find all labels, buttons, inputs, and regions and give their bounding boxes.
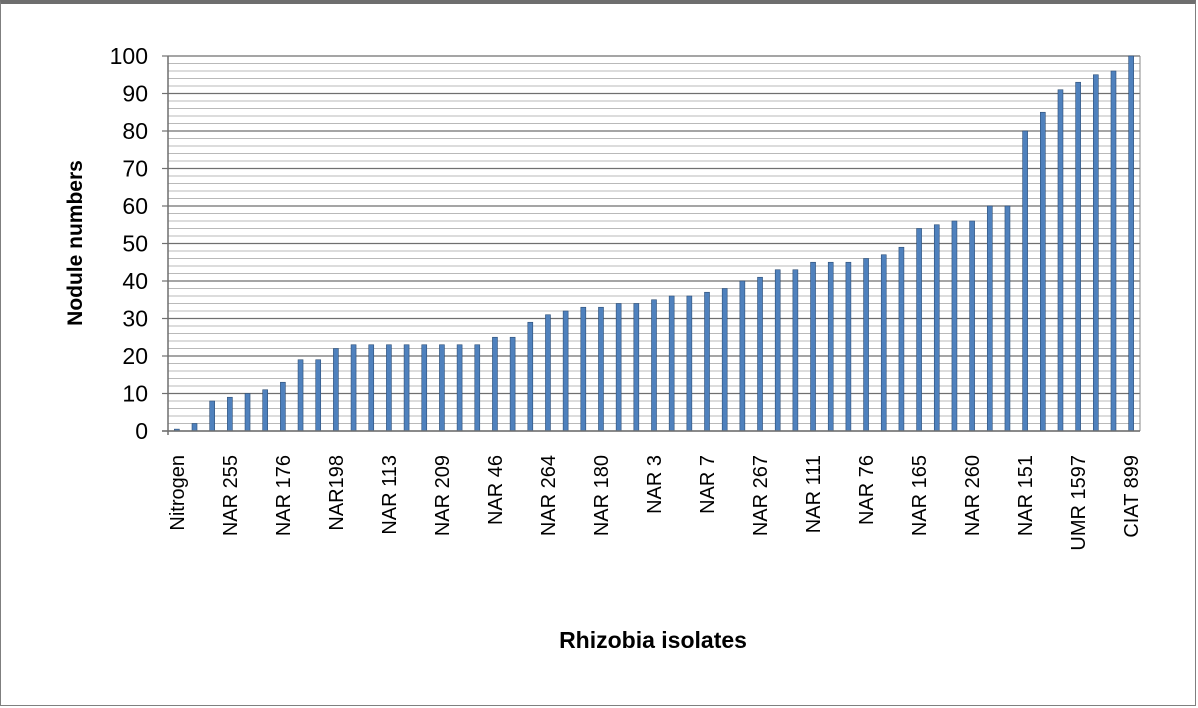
bar [262, 389, 269, 432]
bar [1057, 89, 1064, 432]
bar [774, 269, 781, 432]
bar [1093, 74, 1099, 432]
x-axis-title: Rhizobia isolates [559, 627, 747, 653]
bar [792, 269, 799, 432]
x-tick-label: NAR 264 [538, 455, 560, 536]
y-tick-label: 50 [122, 231, 148, 257]
bar [368, 344, 375, 432]
y-tick-label: 10 [122, 381, 148, 407]
bar [1040, 111, 1046, 432]
x-tick-label: NAR 7 [697, 455, 719, 514]
bar [668, 295, 675, 432]
bar [827, 261, 834, 432]
bar [492, 336, 498, 432]
bar [810, 261, 816, 432]
bar [1128, 55, 1134, 432]
y-axis-title: Nodule numbers [64, 160, 87, 326]
bar [651, 299, 657, 432]
bar [1075, 81, 1081, 432]
x-tick-label: Nitrogen [167, 455, 189, 531]
bar [580, 306, 587, 432]
bar [969, 220, 975, 432]
x-tick-label: NAR 209 [432, 455, 454, 536]
bar [1004, 205, 1011, 432]
x-tick-label: NAR 46 [485, 455, 507, 525]
bar [333, 348, 339, 432]
x-tick-label: CIAT 899 [1121, 455, 1143, 538]
bar [686, 295, 693, 432]
bar [280, 381, 286, 432]
bar [403, 344, 410, 432]
bar [509, 336, 516, 432]
x-tick-label: NAR 176 [273, 455, 295, 536]
x-tick-label: NAR 111 [803, 455, 825, 533]
axes [162, 55, 1140, 435]
bar [863, 258, 869, 432]
y-tick-labels: 0 10 20 30 40 50 60 70 80 90 100 [110, 43, 148, 444]
bar [350, 344, 357, 432]
bar [598, 306, 604, 432]
bar [209, 400, 215, 432]
y-tick-label: 100 [110, 43, 148, 69]
x-tick-label: NAR 260 [962, 455, 984, 536]
y-tick-label: 70 [122, 156, 148, 182]
x-tick-label: NAR 151 [1015, 455, 1037, 536]
bar [1022, 130, 1028, 432]
x-tick-label: NAR 165 [909, 455, 931, 536]
x-tick-label: NAR 3 [644, 455, 666, 514]
y-tick-label: 90 [122, 81, 148, 107]
x-tick-label: UMR 1597 [1068, 455, 1090, 551]
bar [545, 314, 551, 432]
bar [562, 310, 569, 432]
bar [633, 303, 640, 432]
y-tick-label: 0 [135, 418, 148, 444]
x-tick-label: NAR 180 [591, 455, 613, 536]
bar [474, 344, 481, 432]
bar [297, 359, 304, 432]
bar [898, 246, 905, 432]
y-tick-label: 60 [122, 193, 148, 219]
bar [227, 396, 233, 432]
bar [615, 303, 622, 432]
x-tick-label: NAR198 [326, 455, 348, 531]
x-tick-label: NAR 76 [856, 455, 878, 525]
y-tick-label: 20 [122, 343, 148, 369]
bar [315, 359, 322, 432]
y-tick-label: 40 [122, 268, 148, 294]
bar [704, 291, 710, 432]
x-tick-label: NAR 267 [750, 455, 772, 536]
y-tick-label: 80 [122, 118, 148, 144]
bar [456, 344, 463, 432]
bar [439, 344, 445, 432]
bar [421, 344, 428, 432]
bar [951, 220, 958, 432]
bar [244, 393, 251, 432]
bar [757, 276, 763, 432]
bar [986, 205, 993, 432]
bar [739, 280, 746, 432]
bar [191, 423, 198, 432]
bar [916, 228, 922, 432]
bar [933, 224, 940, 432]
bar [527, 321, 534, 432]
bar [1110, 70, 1117, 432]
bar [721, 288, 728, 432]
x-tick-label: NAR 113 [379, 455, 401, 535]
bar [880, 254, 887, 432]
x-tick-label: NAR 255 [220, 455, 242, 536]
y-tick-label: 30 [122, 306, 148, 332]
x-tick-labels: Nitrogen NAR 255 NAR 176 NAR198 NAR 113 NAR 2… [167, 455, 1143, 551]
bar [845, 261, 852, 432]
bar [386, 344, 392, 432]
